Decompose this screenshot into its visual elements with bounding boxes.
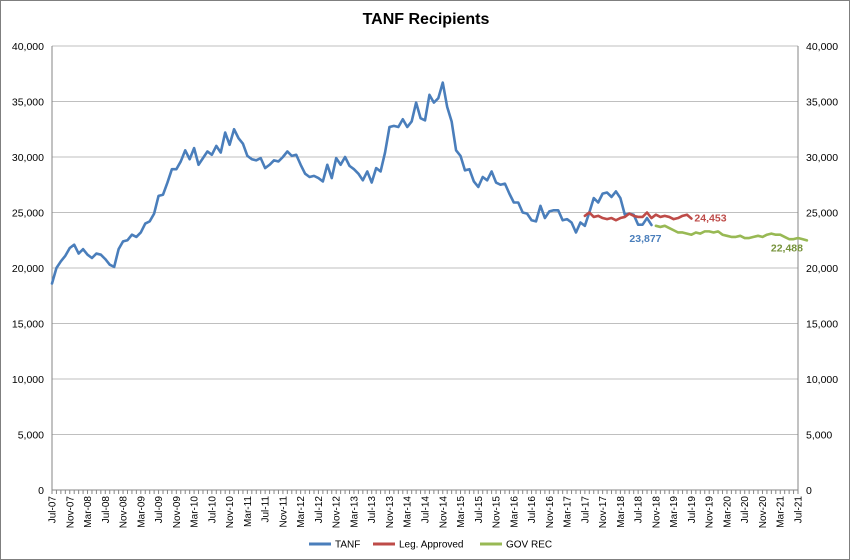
legend-label: Leg. Approved [399,540,464,551]
axes: 0 0 5,000 5,000 10,000 10,000 15,000 15,000 20,0… [12,41,838,528]
y-tick-label-left: 0 [38,485,44,497]
x-tick-label: Jul-19 [687,496,698,524]
y-tick-label-right: 25,000 [806,208,838,220]
y-tick-label-right: 10,000 [806,374,838,386]
x-tick-label: Mar-21 [776,496,787,528]
x-tick-label: Nov-11 [278,496,289,528]
x-tick-label: Jul-16 [527,496,538,524]
x-tick-label: Jul-09 [154,496,165,524]
x-tick-label: Mar-08 [83,496,94,528]
x-tick-label: Nov-19 [705,496,716,529]
x-tick-label: Jul-18 [634,496,645,524]
x-tick-label: Nov-18 [651,496,662,529]
x-tick-label: Mar-09 [136,496,147,528]
x-tick-label: Nov-20 [758,496,769,529]
x-tick-label: Mar-14 [403,496,414,528]
x-tick-label: Jul-21 [794,496,805,524]
x-tick-label: Nov-09 [172,496,183,529]
x-tick-label: Nov-08 [119,496,130,529]
y-tick-label-left: 30,000 [12,152,44,164]
x-tick-label: Jul-10 [207,496,218,524]
x-tick-label: Mar-17 [563,496,574,528]
x-tick-label: Jul-20 [740,496,751,524]
series-line-1 [583,211,693,222]
x-tick-label: Nov-13 [385,496,396,529]
data-label: 22,488 [771,242,803,254]
data-label: 24,453 [694,213,726,225]
y-tick-label-right: 5,000 [806,430,832,442]
legend-label: TANF [335,540,360,551]
data-label: 23,877 [629,233,661,245]
y-tick-label-right: 15,000 [806,319,838,331]
x-tick-label: Mar-15 [456,496,467,528]
y-tick-label-left: 10,000 [12,374,44,386]
x-tick-label: Mar-10 [190,496,201,528]
x-tick-label: Jul-13 [367,496,378,524]
y-tick-label-left: 35,000 [12,97,44,109]
y-tick-label-right: 35,000 [806,97,838,109]
series-line-2 [654,224,809,242]
x-tick-label: Nov-17 [598,496,609,529]
x-tick-label: Mar-16 [509,496,520,528]
legend-label: GOV REC [506,540,552,551]
x-tick-label: Jul-14 [421,496,432,524]
x-tick-label: Mar-13 [349,496,360,528]
x-tick-label: Nov-10 [225,496,236,529]
y-tick-label-right: 0 [806,485,812,497]
x-tick-label: Jul-15 [474,496,485,524]
legend: TANF Leg. Approved GOV REC [309,540,552,551]
series-lines [50,81,809,285]
x-tick-label: Mar-19 [669,496,680,528]
chart-title: TANF Recipients [362,11,490,28]
y-tick-label-right: 20,000 [806,263,838,275]
x-tick-label: Nov-16 [545,496,556,529]
y-tick-label-right: 40,000 [806,41,838,53]
x-tick-label: Nov-12 [332,496,343,529]
x-tick-label: Jul-08 [101,496,112,524]
x-tick-label: Jul-12 [314,496,325,524]
x-tick-label: Nov-14 [438,496,449,529]
gridlines [52,45,798,435]
y-tick-label-left: 20,000 [12,263,44,275]
x-tick-label: Nov-15 [492,496,503,529]
x-tick-label: Mar-18 [616,496,627,528]
x-tick-label: Mar-20 [722,496,733,528]
x-tick-label: Mar-11 [243,496,254,527]
y-tick-label-left: 25,000 [12,208,44,220]
x-tick-label: Nov-07 [65,496,76,529]
data-labels: 23,877 24,453 22,488 [629,213,803,255]
x-tick-label: Mar-12 [296,496,307,528]
y-tick-label-left: 5,000 [18,430,44,442]
series-line-0 [50,81,653,285]
x-tick-label: Jul-17 [580,496,591,524]
x-tick-label: Jul-11 [261,496,272,523]
x-tick-label: Jul-07 [48,496,59,524]
y-tick-label-left: 15,000 [12,319,44,331]
y-tick-label-right: 30,000 [806,152,838,164]
y-tick-label-left: 40,000 [12,41,44,53]
